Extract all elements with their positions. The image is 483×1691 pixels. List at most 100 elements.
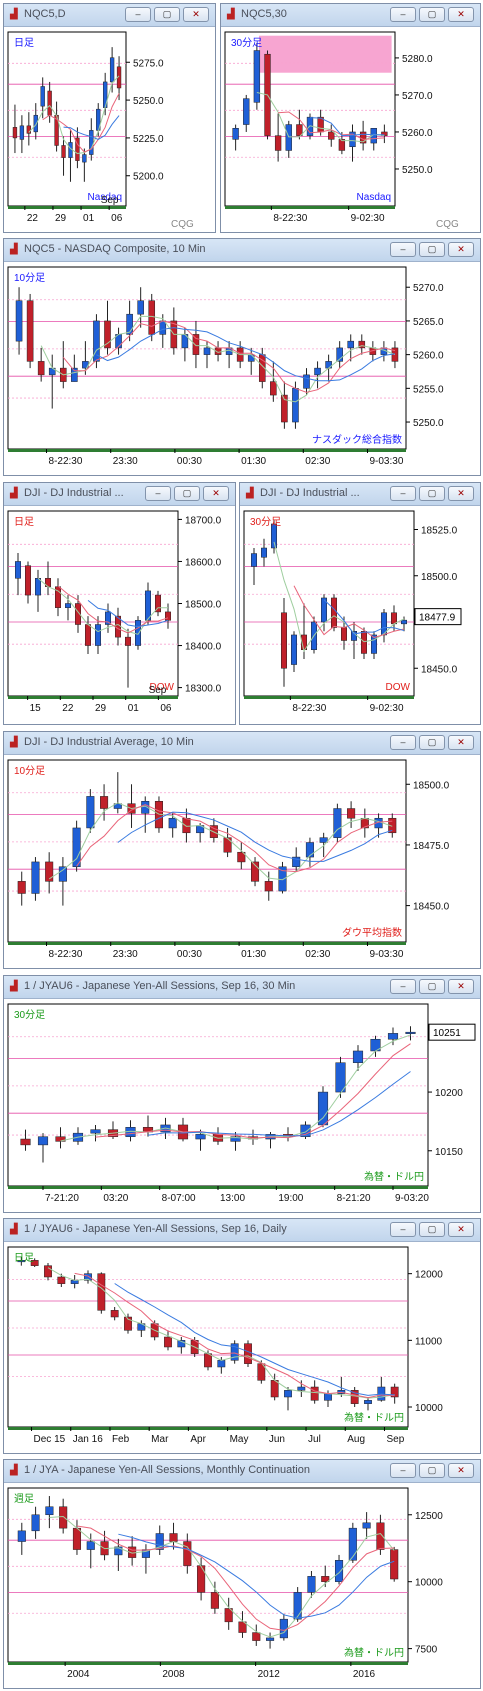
candle-body[interactable] (284, 1390, 292, 1398)
candle-body[interactable] (244, 1343, 252, 1364)
candle-body[interactable] (314, 367, 321, 376)
candle-body[interactable] (192, 334, 200, 355)
candle-body[interactable] (270, 1380, 279, 1398)
candle-body[interactable] (109, 57, 115, 83)
candle-body[interactable] (110, 1310, 119, 1318)
price-chart[interactable]: 5280.0 5270.0 5260.0 5250.0 30分足 Nasdaq 8-22:3… (221, 26, 480, 232)
candle-body[interactable] (86, 796, 95, 829)
candle-body[interactable] (145, 590, 151, 621)
time-scroll-bar[interactable] (244, 696, 414, 699)
candle-body[interactable] (86, 1541, 95, 1550)
candle-body[interactable] (305, 842, 314, 858)
candle-body[interactable] (296, 124, 303, 136)
time-scroll-bar[interactable] (8, 1427, 408, 1430)
chart-window-7[interactable]: ▟ 1 / JYAU6 - Japanese Yen-All Sessions, … (3, 975, 481, 1213)
candle-body[interactable] (243, 98, 250, 125)
candle-body[interactable] (335, 1062, 346, 1093)
candle-body[interactable] (20, 1138, 31, 1146)
candle-body[interactable] (331, 597, 337, 628)
candle-body[interactable] (17, 1530, 26, 1542)
title-bar[interactable]: ▟ 1 / JYAU6 - Japanese Yen-All Sessions, … (4, 1219, 480, 1242)
candle-body[interactable] (370, 128, 377, 144)
candle-body[interactable] (35, 578, 41, 596)
candle-body[interactable] (361, 631, 367, 654)
candle-body[interactable] (114, 1546, 123, 1556)
chart-window-8[interactable]: ▟ 1 / JYAU6 - Japanese Yen-All Sessions, … (3, 1218, 481, 1454)
candle-body[interactable] (292, 388, 299, 423)
restore-button[interactable]: ▢ (174, 486, 200, 501)
candle-body[interactable] (390, 1386, 399, 1398)
candle-body[interactable] (203, 347, 211, 355)
candle-body[interactable] (292, 856, 301, 868)
candle-body[interactable] (266, 1637, 275, 1641)
candle-body[interactable] (82, 154, 87, 163)
candle-body[interactable] (338, 139, 346, 151)
candle-body[interactable] (334, 1560, 344, 1582)
title-bar[interactable]: ▟ DJI - DJ Industrial Average, 10 Min ‒ ▢ ✕ (4, 732, 480, 755)
minimize-button[interactable]: ‒ (390, 979, 416, 994)
time-scroll-bar[interactable] (8, 942, 406, 945)
candle-body[interactable] (281, 394, 288, 423)
title-bar[interactable]: ▟ NQC5,D ‒ ▢ ✕ (4, 4, 215, 27)
title-bar[interactable]: ▟ NQC5 - NASDAQ Composite, 10 Min ‒ ▢ ✕ (4, 239, 480, 262)
candle-body[interactable] (19, 125, 25, 140)
candle-body[interactable] (291, 634, 297, 665)
chart-window-6[interactable]: ▟ DJI - DJ Industrial Average, 10 Min ‒ ▢ ✕ 1… (3, 731, 481, 969)
candle-body[interactable] (347, 340, 355, 349)
candle-body[interactable] (55, 1136, 66, 1142)
candle-body[interactable] (90, 1129, 101, 1134)
candle-body[interactable] (45, 1506, 54, 1516)
candle-body[interactable] (247, 354, 255, 362)
candle-body[interactable] (12, 127, 18, 139)
chart-window-1[interactable]: ▟ NQC5,D ‒ ▢ ✕ 5275.0 5250.0 5225.0 5200.0 日足 Nasd… (3, 3, 216, 233)
candle-body[interactable] (321, 597, 327, 623)
candle-body[interactable] (135, 620, 141, 646)
candle-body[interactable] (72, 827, 81, 868)
candle-body[interactable] (168, 817, 177, 829)
candle-body[interactable] (164, 1336, 172, 1348)
price-chart[interactable]: 5270.0 5265.0 5260.0 5255.0 5250.0 10分足ナスダック総… (4, 261, 480, 475)
candle-body[interactable] (281, 612, 287, 669)
candle-body[interactable] (307, 1576, 316, 1593)
candle-body[interactable] (33, 114, 38, 133)
candle-body[interactable] (224, 1608, 233, 1623)
title-bar[interactable]: ▟ NQC5,30 ‒ ▢ ✕ (221, 4, 480, 27)
candle-body[interactable] (333, 808, 342, 838)
candle-body[interactable] (285, 124, 292, 151)
candle-body[interactable] (279, 1618, 288, 1639)
candle-body[interactable] (155, 594, 161, 613)
candle-body[interactable] (40, 86, 45, 107)
candle-body[interactable] (321, 1576, 330, 1582)
candle-body[interactable] (37, 361, 45, 376)
candle-body[interactable] (303, 374, 310, 389)
candle-body[interactable] (37, 1136, 49, 1146)
close-button[interactable]: ✕ (448, 979, 474, 994)
candle-body[interactable] (165, 611, 171, 621)
chart-window-2[interactable]: ▟ NQC5,30 ‒ ▢ ✕ 5280.0 5270.0 5260.0 5250.0 30分足 N… (220, 3, 481, 233)
candle-body[interactable] (75, 137, 80, 161)
candle-body[interactable] (177, 1340, 186, 1348)
candle-body[interactable] (148, 300, 156, 335)
candle-body[interactable] (15, 561, 21, 579)
candle-body[interactable] (401, 619, 407, 625)
restore-button[interactable]: ▢ (419, 735, 445, 750)
candle-body[interactable] (97, 1273, 106, 1311)
close-button[interactable]: ✕ (448, 1463, 474, 1478)
candle-body[interactable] (293, 1592, 302, 1620)
candle-body[interactable] (59, 1506, 68, 1529)
candle-body[interactable] (405, 1031, 416, 1034)
candle-body[interactable] (182, 817, 191, 834)
minimize-button[interactable]: ‒ (125, 7, 151, 22)
candle-body[interactable] (61, 145, 66, 158)
candle-body[interactable] (105, 611, 111, 625)
close-button[interactable]: ✕ (448, 1222, 474, 1237)
candle-body[interactable] (31, 861, 40, 894)
candle-body[interactable] (364, 1400, 372, 1404)
candle-body[interactable] (25, 565, 31, 596)
minimize-button[interactable]: ‒ (390, 1222, 416, 1237)
candle-body[interactable] (223, 837, 232, 853)
candle-body[interactable] (155, 1533, 164, 1550)
candle-body[interactable] (104, 320, 111, 349)
